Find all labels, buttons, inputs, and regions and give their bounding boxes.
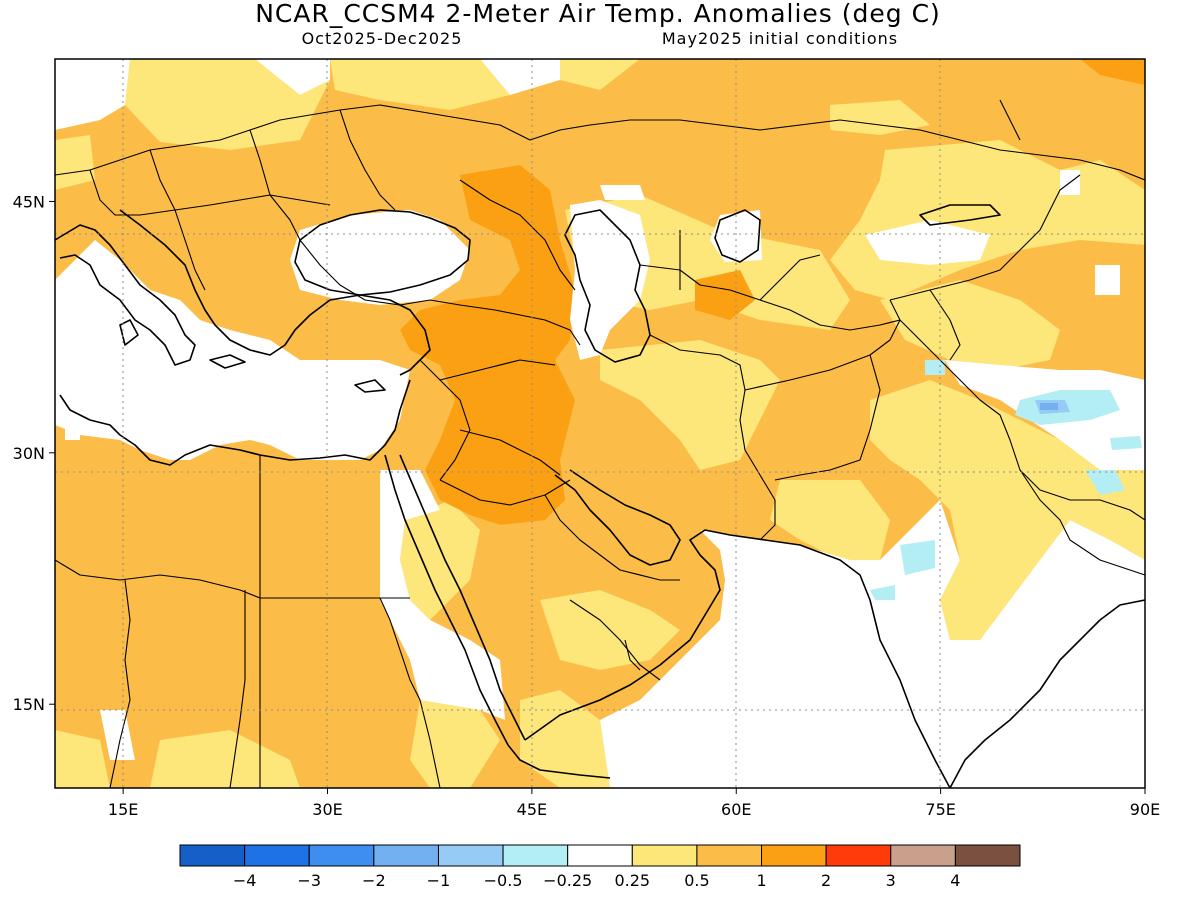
colorbar-swatch	[308, 844, 375, 867]
colorbar-label: 0.25	[614, 871, 650, 890]
colorbar-label: −4	[233, 871, 257, 890]
lon-tick-label: 15E	[108, 800, 138, 819]
colorbar-swatch	[502, 844, 569, 867]
map-title: NCAR_CCSM4 2-Meter Air Temp. Anomalies (…	[255, 0, 941, 28]
map-frame	[54, 58, 1146, 789]
colorbar-swatch	[696, 844, 763, 867]
colorbar-label: −1	[427, 871, 451, 890]
coastlines	[55, 204, 1145, 788]
colorbar-label: 3	[886, 871, 896, 890]
colorbar: −4 −3 −2 −1 −0.5 −0.25 0.25 0.5 1 2 3 4	[179, 844, 1021, 890]
anomaly-band-dark-orange	[400, 59, 1145, 525]
colorbar-swatch	[954, 844, 1021, 867]
colorbar-swatch	[244, 844, 310, 867]
colorbar-label: −2	[362, 871, 386, 890]
lon-tick-label: 75E	[925, 800, 955, 819]
anomaly-band-mid-blue	[1040, 403, 1058, 410]
initial-conditions: May2025 initial conditions	[662, 29, 898, 48]
lat-tick-label: 15N	[13, 695, 45, 714]
colorbar-label: 2	[821, 871, 831, 890]
colorbar-label: −0.5	[484, 871, 523, 890]
map-area	[55, 59, 1145, 788]
colorbar-swatch	[179, 844, 246, 867]
colorbar-swatch	[631, 844, 698, 867]
colorbar-swatch	[761, 844, 827, 867]
forecast-period: Oct2025-Dec2025	[302, 29, 463, 48]
colorbar-swatch	[825, 844, 892, 867]
colorbar-swatch	[437, 844, 504, 867]
colorbar-label: 1	[756, 871, 766, 890]
country-borders	[55, 99, 1145, 788]
graticule	[55, 59, 1145, 788]
colorbar-label: −3	[297, 871, 321, 890]
colorbar-label: 4	[950, 871, 960, 890]
anomaly-band-neutral	[55, 59, 1145, 788]
lat-tick-label: 30N	[13, 444, 45, 463]
axis-labels: 45N 30N 15N 15E 30E 45E 60E 75E 90E	[13, 192, 1161, 819]
colorbar-swatch	[567, 844, 633, 867]
colorbar-swatch	[373, 844, 439, 867]
lon-tick-label: 45E	[517, 800, 547, 819]
colorbar-label: 0.5	[684, 871, 709, 890]
lat-tick-label: 45N	[13, 192, 45, 211]
lon-tick-label: 90E	[1130, 800, 1160, 819]
lon-tick-label: 30E	[312, 800, 342, 819]
colorbar-label: −0.25	[543, 871, 592, 890]
colorbar-swatch	[890, 844, 956, 867]
lon-tick-label: 60E	[721, 800, 751, 819]
